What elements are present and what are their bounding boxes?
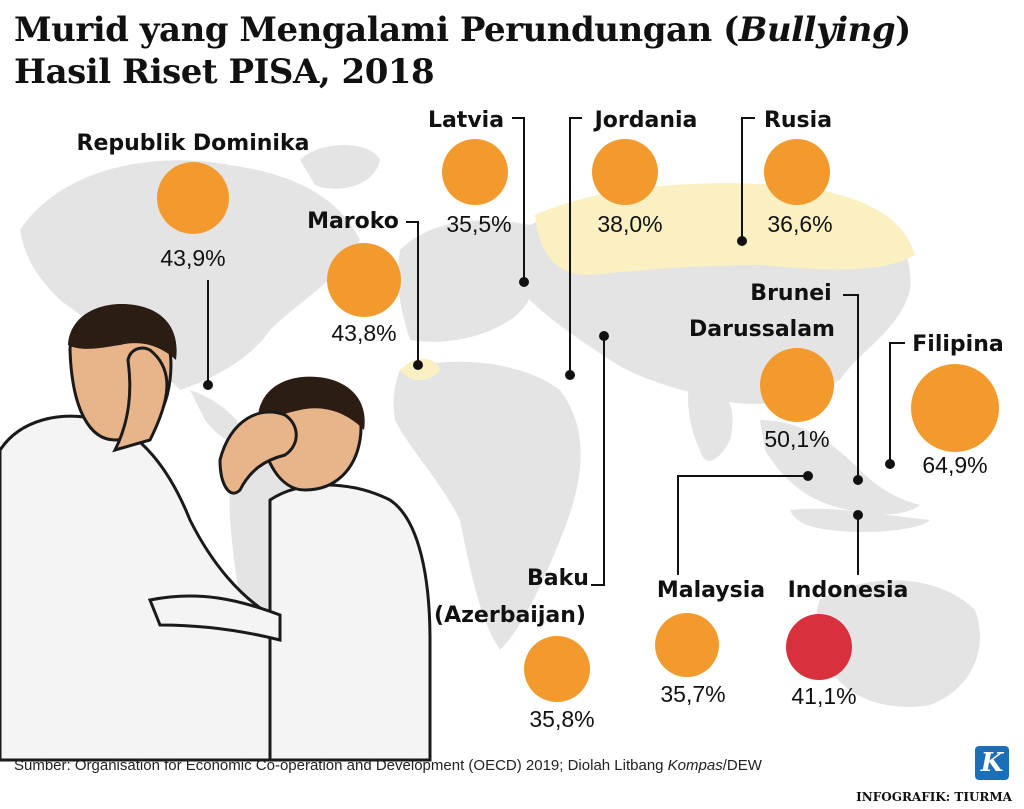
data-bubble — [655, 613, 719, 677]
data-bubble — [327, 243, 401, 317]
student-left-hair — [68, 304, 177, 360]
map-europe — [398, 220, 539, 342]
data-bubble — [786, 614, 852, 680]
data-bubble — [764, 139, 830, 205]
value-label: 36,6% — [767, 211, 832, 237]
country-label: Brunei — [750, 281, 831, 306]
leader-line — [591, 336, 605, 586]
map-russia-highlight — [535, 183, 915, 275]
leader-line — [406, 221, 419, 365]
country-label: Maroko — [307, 209, 399, 234]
map-india — [688, 380, 733, 461]
data-bubble — [442, 139, 508, 205]
value-label: 35,8% — [529, 706, 594, 732]
student-right-body — [268, 483, 432, 762]
country-label: Indonesia — [788, 578, 909, 603]
location-dot — [803, 471, 813, 481]
chart-title-line2: Hasil Riset PISA, 2018 — [14, 52, 435, 92]
leader-line — [889, 342, 905, 464]
value-label: 43,8% — [331, 320, 396, 346]
leader-lines — [203, 117, 905, 586]
value-label: 43,9% — [160, 245, 225, 271]
value-label: 41,1% — [791, 683, 856, 709]
chart-title-line1: Murid yang Mengalami Perundungan (Bullyi… — [14, 10, 911, 50]
infographic-credit: INFOGRAFIK: TIURMA — [856, 790, 1012, 804]
value-label: 35,7% — [660, 681, 725, 707]
country-label: Filipina — [912, 332, 1003, 357]
student-left-body — [0, 414, 282, 762]
data-bubble — [524, 636, 590, 702]
student-left-arm — [112, 346, 169, 453]
country-label: Latvia — [428, 108, 504, 133]
location-dot — [565, 370, 575, 380]
source-italic: Kompas — [667, 757, 723, 774]
location-dot — [853, 510, 863, 520]
location-dot — [853, 475, 863, 485]
location-dot — [203, 380, 213, 390]
value-label: 50,1% — [764, 426, 829, 452]
location-dot — [413, 360, 423, 370]
student-right-hair — [258, 376, 365, 430]
country-label: Republik Dominika — [77, 131, 310, 156]
value-label: 38,0% — [597, 211, 662, 237]
country-label: Darussalam — [689, 317, 835, 342]
data-bubble — [592, 139, 658, 205]
source-prefix: Sumber: Organisation for Economic Co-ope… — [14, 757, 668, 774]
student-left-reaching-arm — [147, 594, 282, 642]
data-bubble — [157, 162, 229, 234]
leader-line — [677, 475, 808, 575]
location-dot — [599, 331, 609, 341]
location-dot — [519, 277, 529, 287]
source-suffix: /DEW — [722, 757, 762, 774]
map-africa — [393, 361, 581, 650]
leader-line — [569, 117, 582, 375]
source-note: Sumber: Organisation for Economic Co-ope… — [14, 757, 762, 774]
data-bubbles: Republik Dominika 43,9% Maroko 43,8% Latvia 3… — [77, 108, 1004, 732]
map-australia — [815, 580, 980, 707]
leader-line — [741, 117, 755, 241]
map-indonesia-islands — [790, 508, 930, 532]
students-illustration — [0, 304, 432, 762]
country-label: Jordania — [593, 108, 698, 133]
title-suffix: ) — [895, 10, 911, 50]
location-dot — [885, 459, 895, 469]
country-label: (Azerbaijan) — [434, 603, 586, 628]
student-right-arms — [218, 410, 298, 495]
location-dot — [737, 236, 747, 246]
value-label: 35,5% — [446, 211, 511, 237]
leader-line — [843, 294, 859, 480]
country-label: Baku — [527, 566, 589, 591]
kompas-logo: K — [975, 746, 1009, 780]
title-prefix: Murid yang Mengalami Perundungan ( — [14, 10, 739, 50]
country-label: Malaysia — [657, 578, 765, 603]
country-label: Rusia — [764, 108, 832, 133]
world-map — [20, 145, 980, 707]
data-bubble — [760, 348, 834, 422]
map-southeast-asia — [760, 420, 920, 515]
map-greenland — [300, 145, 380, 189]
data-bubble — [911, 364, 999, 452]
map-north-america — [20, 160, 360, 390]
value-label: 64,9% — [922, 452, 987, 478]
leader-line — [512, 117, 525, 282]
title-italic: Bullying — [738, 10, 896, 50]
